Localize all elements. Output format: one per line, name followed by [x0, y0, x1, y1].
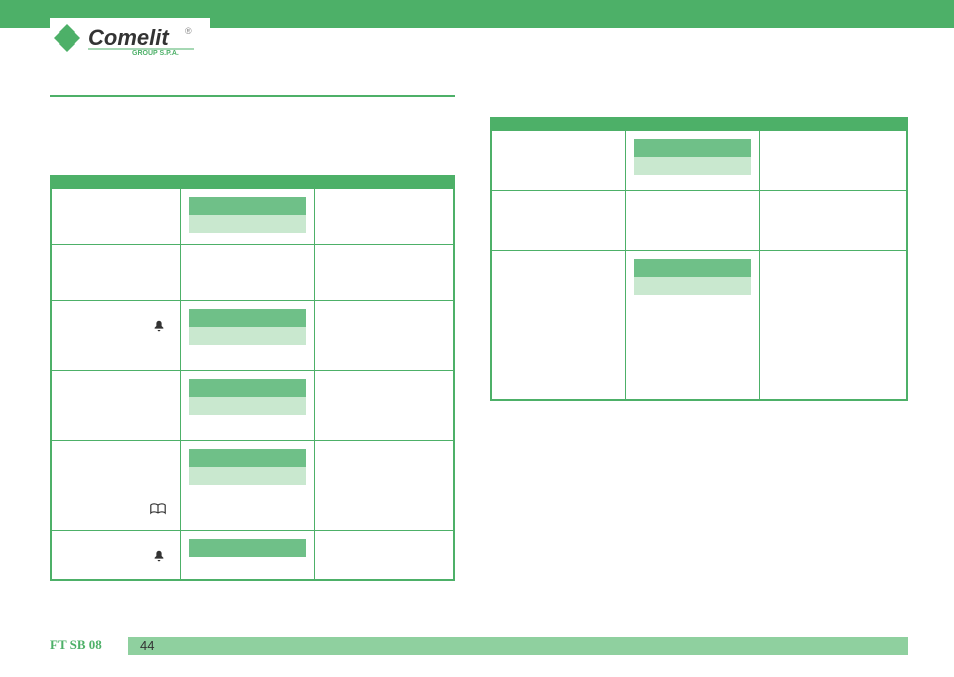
section-divider: [50, 95, 455, 97]
book-icon: [150, 503, 166, 515]
pill-dark: [189, 449, 306, 467]
table-row: [51, 440, 454, 530]
pill-light: [634, 277, 751, 295]
pill-stack: [634, 139, 751, 175]
pill-dark: [189, 539, 306, 557]
bell-icon: [152, 549, 166, 563]
pill-dark: [189, 309, 306, 327]
pill-dark: [189, 197, 306, 215]
pill-stack: [634, 259, 751, 295]
table-row: [491, 250, 907, 400]
pill-dark: [634, 139, 751, 157]
footer: FT SB 08 44: [0, 635, 954, 653]
pill-light: [189, 327, 306, 345]
brand-name: Comelit: [88, 25, 170, 50]
table-row: [51, 188, 454, 244]
pill-stack: [189, 449, 306, 485]
pill-stack: [189, 309, 306, 345]
pill-light: [189, 215, 306, 233]
pill-light: [634, 157, 751, 175]
pill-stack: [189, 197, 306, 233]
brand-sub: GROUP S.P.A.: [132, 50, 179, 57]
table-row: [51, 244, 454, 300]
pill-light: [189, 397, 306, 415]
pill-dark: [634, 259, 751, 277]
table-row: [51, 530, 454, 580]
brand-regmark: ®: [185, 26, 192, 36]
pill-stack: [189, 539, 306, 557]
table-row: [51, 370, 454, 440]
pill-stack: [189, 379, 306, 415]
bell-icon: [152, 319, 166, 333]
pill-dark: [189, 379, 306, 397]
footer-bar: [128, 637, 908, 655]
table-row: [491, 130, 907, 190]
brand-logo: Comelit ® GROUP S.P.A.: [50, 18, 210, 60]
table-row: [491, 190, 907, 250]
pill-light: [189, 467, 306, 485]
table-header-row: [491, 118, 907, 130]
document-code: FT SB 08: [50, 637, 102, 653]
page-number: 44: [140, 638, 154, 653]
right-table: [490, 117, 908, 401]
table-header-row: [51, 176, 454, 188]
table-row: [51, 300, 454, 370]
left-table: [50, 175, 455, 581]
